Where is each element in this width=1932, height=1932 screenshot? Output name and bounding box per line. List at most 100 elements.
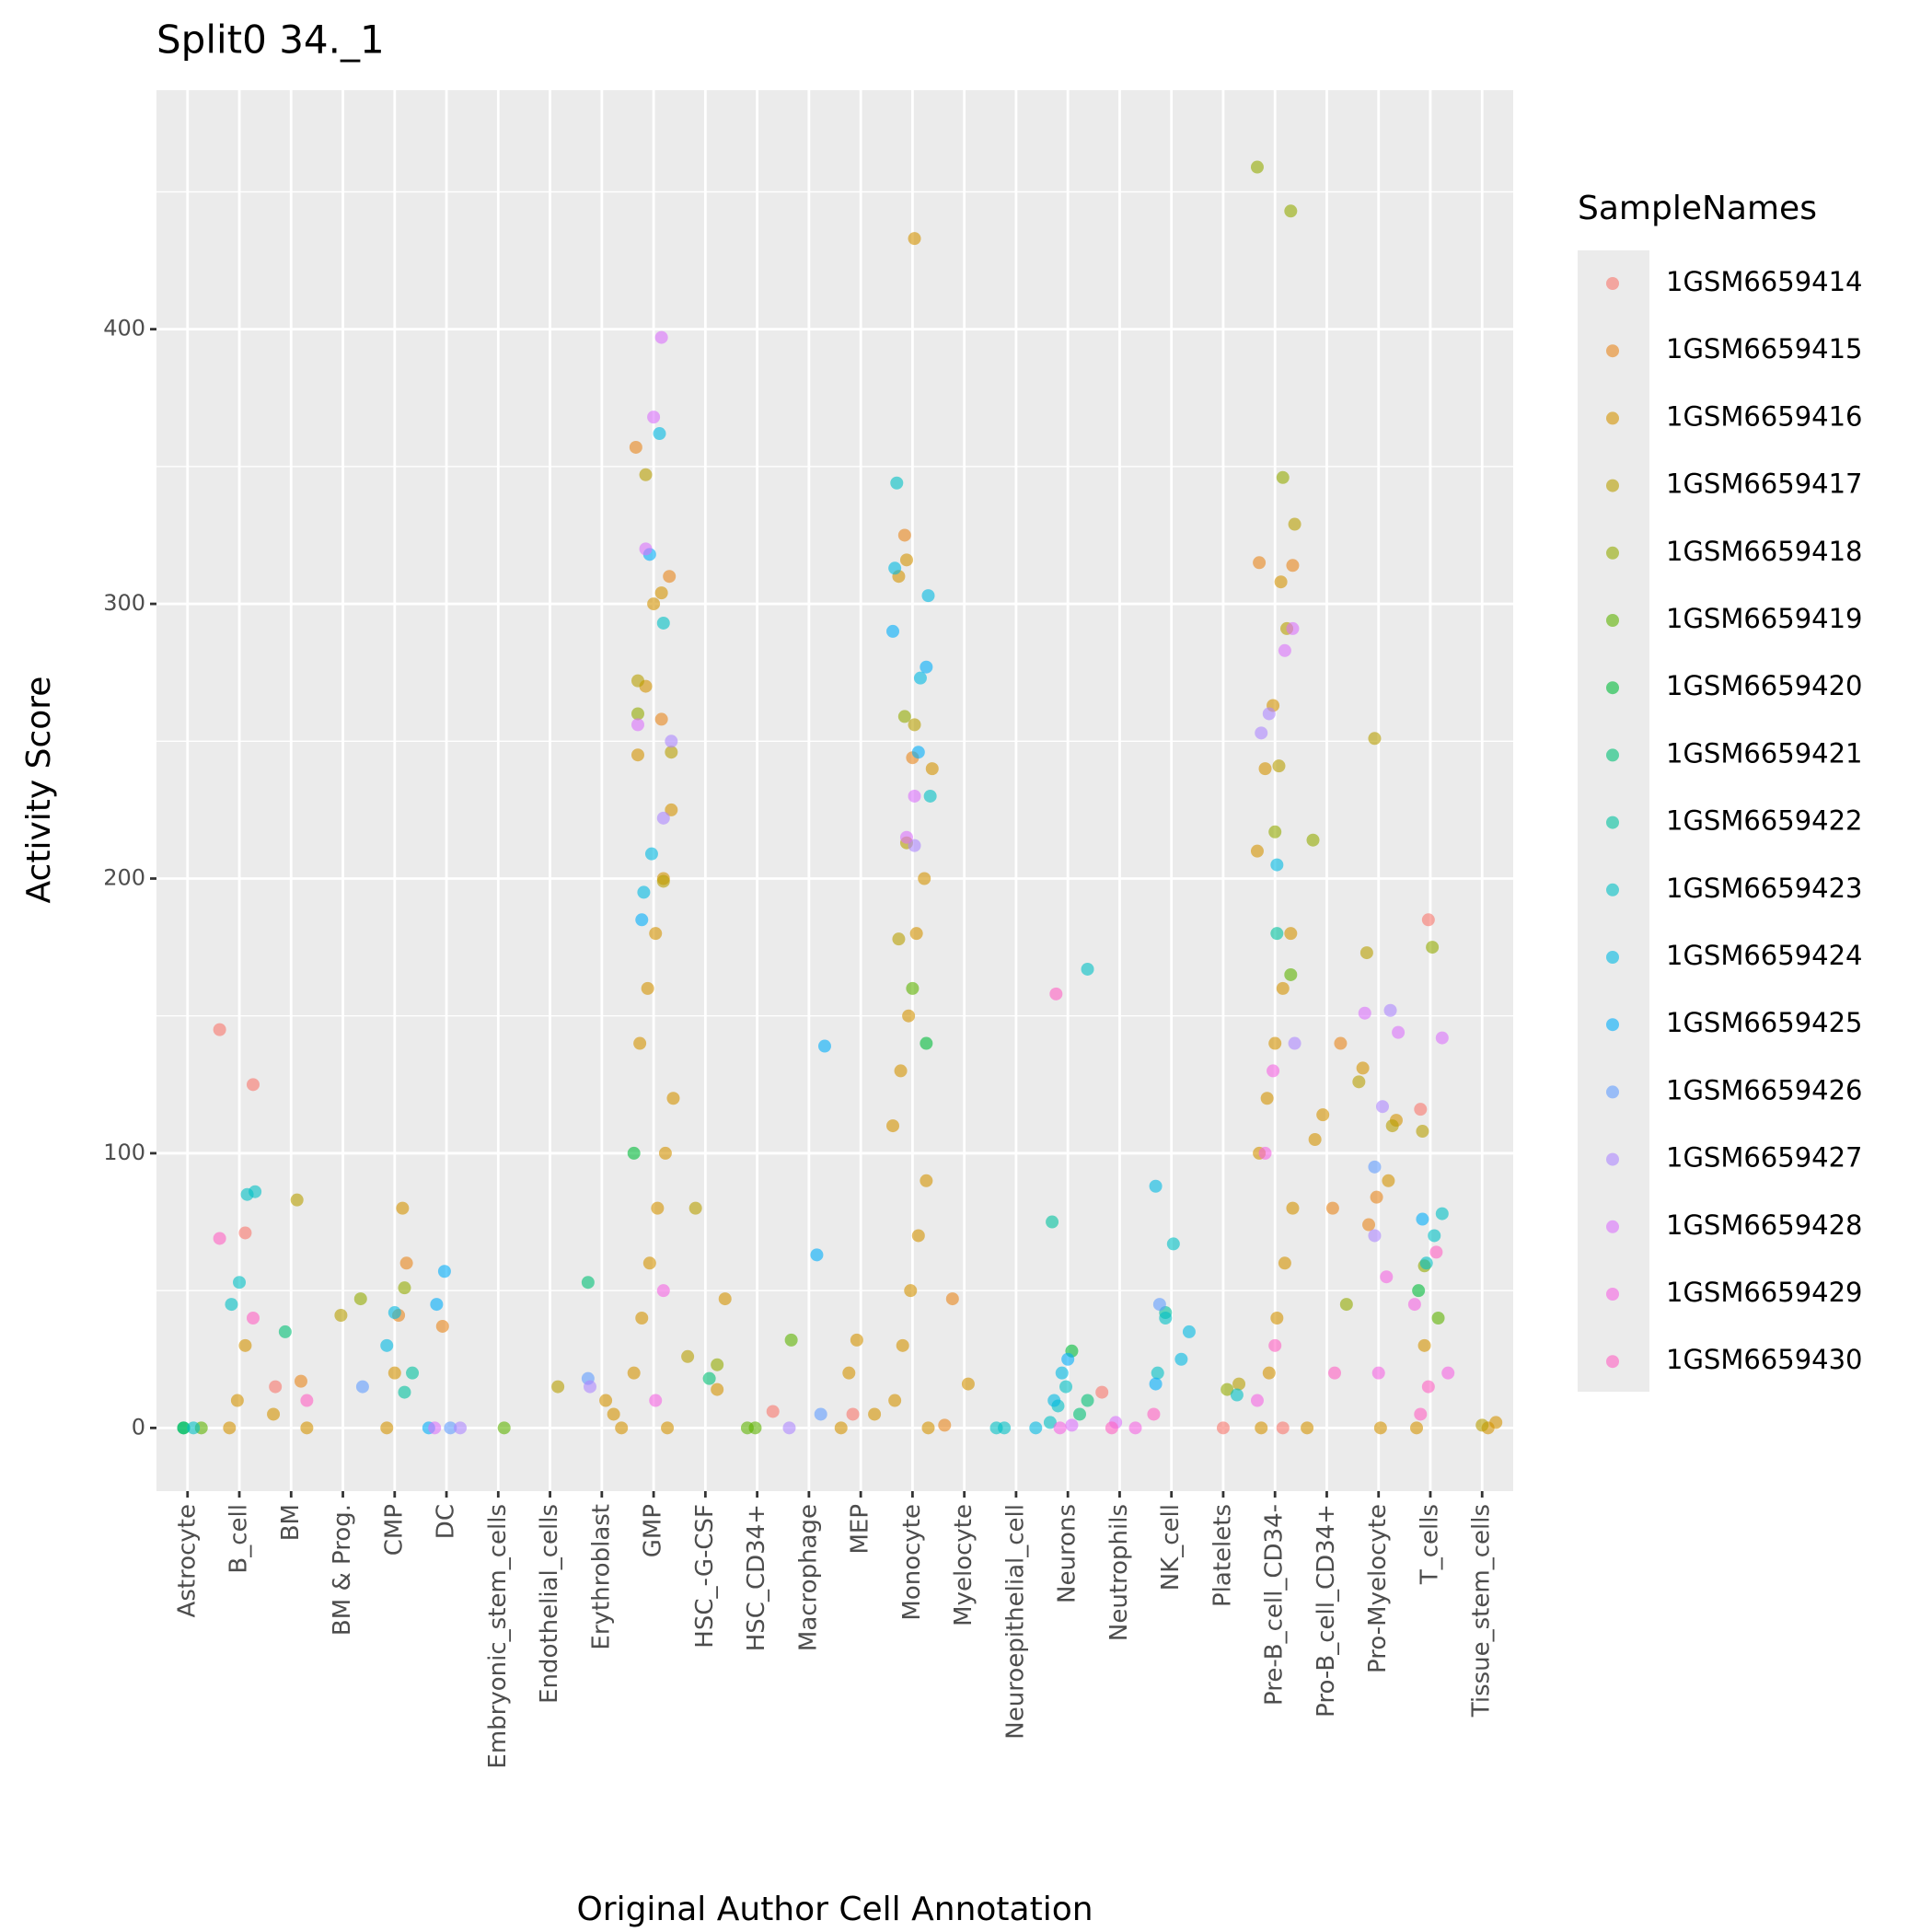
point (639, 468, 653, 481)
point (654, 330, 668, 344)
point (1260, 1092, 1274, 1105)
y-tick-label: 100 (103, 1140, 145, 1165)
point (923, 789, 937, 803)
point (388, 1366, 401, 1380)
legend-key (1606, 1018, 1619, 1032)
point (1284, 204, 1298, 218)
point (1380, 1270, 1394, 1284)
point (246, 1078, 260, 1092)
point (1128, 1421, 1142, 1435)
point (1358, 1006, 1371, 1020)
y-tick-label: 300 (103, 590, 145, 616)
point (649, 927, 663, 941)
point (1376, 1100, 1390, 1114)
point (1284, 927, 1298, 941)
point (584, 1380, 597, 1394)
point (702, 1371, 716, 1385)
point (925, 762, 939, 776)
point (551, 1380, 565, 1394)
point (1316, 1108, 1330, 1122)
point (637, 885, 651, 899)
point (1435, 1031, 1449, 1045)
legend-label: 1GSM6659421 (1666, 737, 1863, 769)
point (766, 1405, 780, 1418)
point (225, 1298, 238, 1312)
point (454, 1421, 468, 1435)
point (1095, 1385, 1109, 1399)
y-axis-label: Activity Score (20, 677, 58, 904)
point (902, 1009, 916, 1023)
point (644, 847, 658, 861)
point (1475, 1418, 1489, 1432)
point (187, 1421, 201, 1435)
point (1046, 1215, 1059, 1229)
legend-label: 1GSM6659415 (1666, 333, 1863, 364)
point (240, 1187, 254, 1201)
point (681, 1349, 695, 1363)
point (1049, 987, 1063, 1001)
point (633, 1036, 647, 1050)
point (908, 839, 921, 852)
point (1276, 1421, 1290, 1435)
point (1392, 1025, 1406, 1039)
point (607, 1407, 620, 1421)
point (1276, 470, 1290, 484)
point (294, 1374, 307, 1388)
legend-key (1606, 1220, 1619, 1233)
point (665, 803, 678, 816)
x-tick-label: Myelocyte (950, 1504, 978, 1626)
x-tick-label: Erythroblast (587, 1504, 615, 1650)
point (894, 1064, 908, 1078)
legend-label: 1GSM6659422 (1666, 805, 1863, 837)
point (635, 913, 649, 927)
point (1382, 1174, 1395, 1187)
x-tick-label: HSC_-G-CSF (691, 1504, 719, 1649)
point (920, 1036, 933, 1050)
point (1149, 1179, 1163, 1193)
point (1410, 1421, 1424, 1435)
x-tick-label: Pro-B_cell_CD34+ (1313, 1504, 1340, 1718)
x-axis-label: Original Author Cell Annotation (576, 1891, 1093, 1928)
legend-label: 1GSM6659424 (1666, 940, 1863, 971)
x-tick-label: Pro-Myelocyte (1364, 1504, 1392, 1673)
point (842, 1366, 856, 1380)
point (1286, 559, 1300, 573)
legend-label: 1GSM6659419 (1666, 603, 1863, 634)
point (380, 1338, 394, 1352)
x-tick-label: Neurons (1054, 1504, 1082, 1603)
point (647, 411, 661, 424)
point (599, 1394, 613, 1407)
point (1270, 1311, 1284, 1325)
point (1419, 1256, 1433, 1270)
point (654, 712, 668, 726)
point (1441, 1366, 1455, 1380)
point (908, 232, 921, 246)
point (1216, 1421, 1230, 1435)
point (897, 710, 911, 723)
point (1081, 1394, 1094, 1407)
point (278, 1325, 292, 1338)
point (1328, 1366, 1342, 1380)
x-tick-label: Macrophage (794, 1504, 822, 1651)
point (430, 1298, 444, 1312)
legend-key (1606, 1152, 1619, 1166)
point (355, 1380, 369, 1394)
point (656, 811, 670, 825)
point (631, 674, 644, 688)
legend-key (1606, 1355, 1619, 1369)
point (711, 1382, 724, 1396)
point (1301, 1421, 1314, 1435)
point (651, 1201, 665, 1215)
point (1334, 1036, 1348, 1050)
point (1043, 1416, 1057, 1429)
point (615, 1421, 629, 1435)
point (886, 1119, 900, 1133)
point (428, 1421, 442, 1435)
point (1368, 1229, 1382, 1243)
legend-label: 1GSM6659417 (1666, 469, 1863, 500)
point (688, 1201, 702, 1215)
point (1288, 1036, 1301, 1050)
point (918, 872, 931, 885)
point (1270, 927, 1284, 941)
point (1429, 1245, 1443, 1259)
